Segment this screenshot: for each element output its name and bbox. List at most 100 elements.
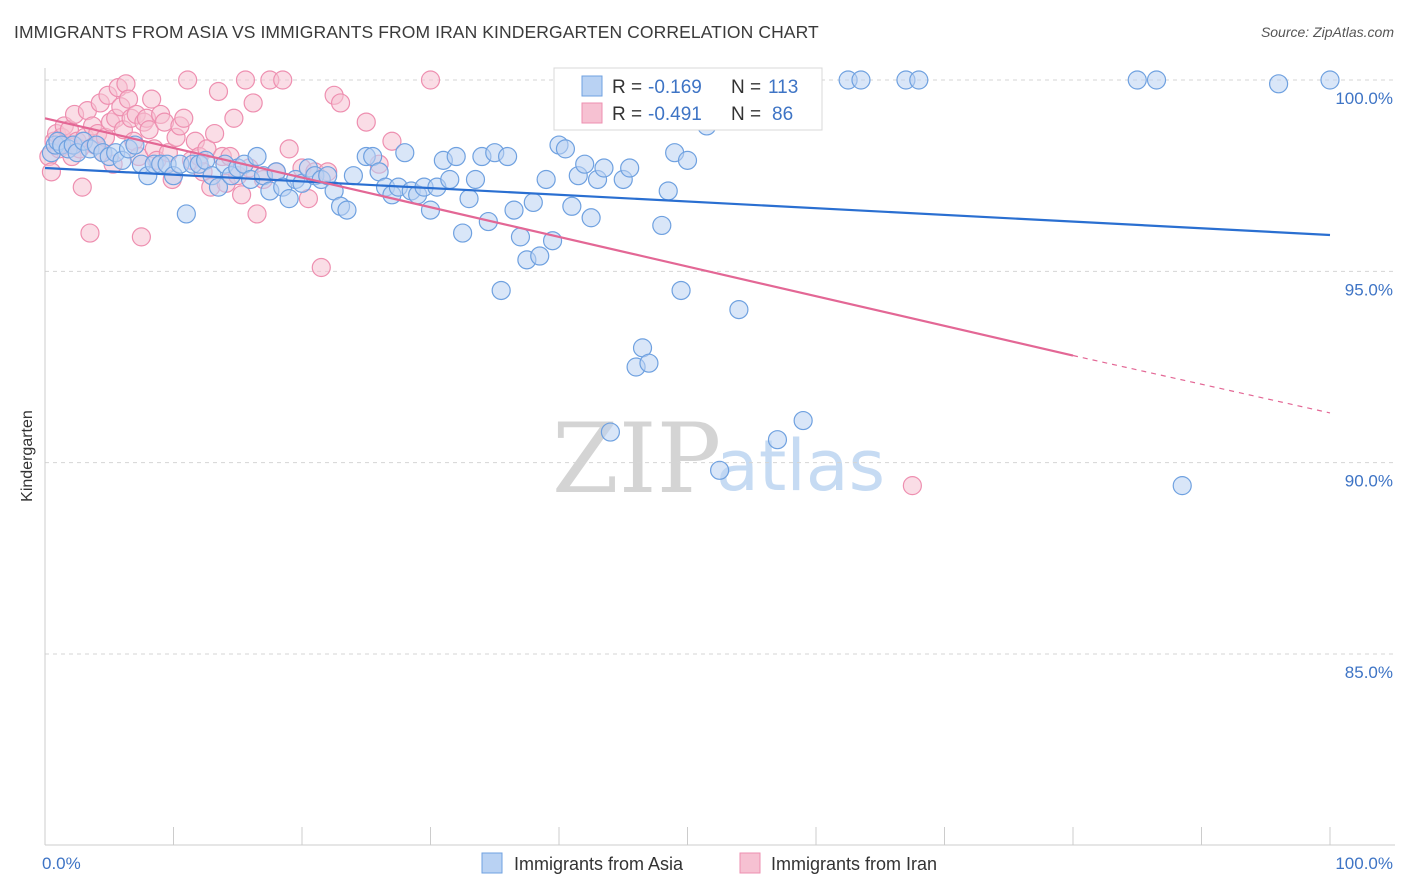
asia-point <box>851 70 871 90</box>
iran-point <box>243 93 263 113</box>
iran-point <box>279 139 299 159</box>
iran-point <box>131 227 151 247</box>
asia-point <box>562 196 582 216</box>
stats-asia-r-label: R = <box>612 77 642 98</box>
asia-point <box>504 200 524 220</box>
asia-point <box>1320 70 1340 90</box>
iran-point <box>208 81 229 102</box>
asia-point <box>510 227 531 247</box>
watermark-zip: ZIP <box>552 403 721 515</box>
asia-point <box>536 169 556 190</box>
stats-asia-n-value: 113 <box>768 77 798 98</box>
iran-point <box>224 108 244 128</box>
scatter-points <box>39 70 1340 496</box>
chart-title: IMMIGRANTS FROM ASIA VS IMMIGRANTS FROM … <box>14 22 819 42</box>
asia-point <box>767 430 788 450</box>
asia-point <box>909 70 929 90</box>
legend-asia-label: Immigrants from Asia <box>514 854 684 874</box>
y-tick-label: 90.0% <box>1345 472 1393 491</box>
tick-labels: 85.0% 90.0% 95.0% 100.0% 0.0% 100.0% <box>42 89 1393 873</box>
asia-point <box>652 215 672 236</box>
asia-point <box>620 158 640 178</box>
stats-legend: R = -0.169 N = 113 R = -0.491 N = 86 <box>553 67 823 131</box>
iran-point <box>142 89 162 109</box>
asia-point <box>420 200 441 220</box>
iran-point <box>235 70 256 90</box>
asia-point <box>459 189 479 209</box>
trend-lines <box>44 117 1331 414</box>
asia-trend-line <box>44 166 1331 237</box>
asia-point <box>594 158 614 178</box>
asia-point <box>453 223 473 243</box>
asia-point <box>395 143 415 163</box>
asia-point <box>440 169 460 190</box>
stats-iran-r-value: -0.491 <box>648 104 702 125</box>
iran-point <box>80 223 100 243</box>
iran-point <box>382 131 402 151</box>
y-tick-label: 100.0% <box>1335 89 1393 108</box>
stats-asia-r-value: -0.169 <box>648 77 702 98</box>
iran-point <box>311 257 331 278</box>
asia-point <box>491 280 511 301</box>
axes <box>44 68 1395 846</box>
iran-point <box>356 112 376 132</box>
stats-asia-n-label: N = <box>731 77 761 98</box>
asia-point <box>530 246 550 266</box>
bottom-legend: Immigrants from Asia Immigrants from Ira… <box>481 852 937 874</box>
asia-point <box>498 146 518 167</box>
iran-point <box>41 162 62 182</box>
asia-point <box>465 169 486 190</box>
stats-iran-n-value: 86 <box>772 104 793 125</box>
asia-point <box>1146 70 1167 90</box>
asia-point <box>600 422 621 442</box>
stats-legend-iran-swatch <box>581 102 603 124</box>
iran-point <box>420 70 441 90</box>
asia-point <box>555 139 576 159</box>
iran-point <box>232 185 252 205</box>
iran-trend-line <box>44 117 1074 357</box>
asia-point <box>710 460 730 480</box>
asia-point <box>677 150 698 170</box>
asia-point <box>729 300 749 320</box>
asia-point <box>671 280 691 301</box>
legend-asia-swatch <box>481 852 503 874</box>
asia-point <box>639 353 659 373</box>
asia-point <box>523 192 543 213</box>
iran-point <box>330 93 351 113</box>
iran-point <box>247 204 267 224</box>
asia-point <box>247 146 267 167</box>
y-axis-title: Kindergarten <box>19 410 36 502</box>
legend-iran-label: Immigrants from Iran <box>771 854 937 874</box>
iran-trend-extension <box>1072 354 1331 414</box>
y-tick-label: 85.0% <box>1345 663 1393 682</box>
watermark-atlas: atlas <box>716 425 885 507</box>
asia-point <box>1268 74 1289 94</box>
asia-point <box>446 146 466 167</box>
asia-point <box>1172 476 1192 496</box>
legend-iran-swatch <box>739 852 761 874</box>
iran-point <box>72 177 92 197</box>
asia-point <box>176 204 196 224</box>
iran-point <box>178 70 198 90</box>
asia-point <box>343 166 363 186</box>
source-label: Source: ZipAtlas.com <box>1260 24 1394 40</box>
asia-point <box>658 181 678 201</box>
x-tick-label-min: 0.0% <box>42 854 81 873</box>
x-tick-label-max: 100.0% <box>1335 854 1393 873</box>
iran-point <box>205 123 225 144</box>
asia-point <box>793 410 813 431</box>
iran-point <box>174 108 194 128</box>
stats-iran-r-label: R = <box>612 104 642 125</box>
y-tick-label: 95.0% <box>1345 280 1393 299</box>
stats-legend-asia-swatch <box>581 75 603 97</box>
stats-iran-n-label: N = <box>731 104 761 125</box>
asia-point <box>279 189 299 209</box>
iran-point <box>273 70 293 90</box>
iran-point <box>902 476 922 496</box>
iran-point <box>118 89 139 109</box>
iran-point <box>139 120 159 140</box>
asia-point <box>581 208 601 228</box>
asia-point <box>1127 70 1147 90</box>
asia-point <box>575 154 595 174</box>
